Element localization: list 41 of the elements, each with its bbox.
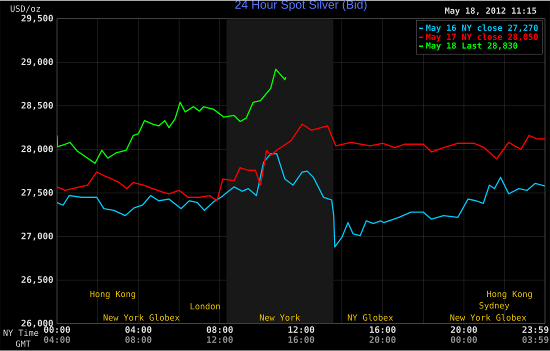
legend-label: May 17 NY close 28,050 xyxy=(426,34,538,42)
x-tick-label: 08:00 xyxy=(206,326,233,334)
x2-tick-label: 12:00 xyxy=(207,336,233,344)
annotation: New York Globex xyxy=(450,314,526,321)
x-tick-label: 00:00 xyxy=(44,326,70,334)
annotation: Sydney xyxy=(479,302,510,310)
y-tick-label: 29,500 xyxy=(21,14,53,23)
text: May 18, 2012 11:15 xyxy=(445,8,536,16)
y-axis-title: USD/oz xyxy=(10,6,40,13)
y-tick-label: 27,000 xyxy=(21,232,53,241)
y-tick-label: 26,500 xyxy=(21,276,53,284)
annotation: London xyxy=(190,303,220,310)
x2-tick-label: 16:00 xyxy=(288,336,314,344)
chart-title: 24 Hour Spot Silver (Bid) xyxy=(235,0,367,12)
y-tick-label: 26,000 xyxy=(21,320,53,328)
x2-tick-label: 04:00 xyxy=(44,336,70,344)
x-tick-label: 20:00 xyxy=(450,326,477,334)
x2-tick-label: 08:00 xyxy=(125,336,152,344)
x2-tick-label: 03:59 xyxy=(522,336,548,344)
annotation: NY Globex xyxy=(348,314,393,321)
line-series xyxy=(57,124,545,202)
x-tick-label: 04:00 xyxy=(125,326,152,334)
y-tick-label: 28,000 xyxy=(21,146,53,154)
legend-label: May 18 Last 28,830 xyxy=(426,42,518,51)
x-tick-label: 16:00 xyxy=(370,326,396,334)
x-tick-label: 12:00 xyxy=(288,326,314,334)
line-series xyxy=(57,68,287,164)
y-tick-label: 27,500 xyxy=(21,189,53,198)
annotation: New York Globex xyxy=(104,314,180,321)
annotation: New York xyxy=(260,314,300,321)
y-tick-label: 28,500 xyxy=(21,102,53,110)
annotation: Hong Kong xyxy=(90,291,136,300)
y-tick-label: 29,000 xyxy=(21,58,53,66)
line-series xyxy=(57,153,545,248)
x-axis-title: NY Time xyxy=(4,330,38,336)
x2-tick-label: 20:00 xyxy=(370,336,396,344)
x-tick-label: 23:59 xyxy=(522,326,548,334)
legend-label: May 16 NY close 27,270 xyxy=(426,24,538,33)
annotation: Hong Kong xyxy=(487,291,532,300)
x2-tick-label: 00:00 xyxy=(450,336,477,344)
x2-axis-title: GMT xyxy=(16,340,31,348)
